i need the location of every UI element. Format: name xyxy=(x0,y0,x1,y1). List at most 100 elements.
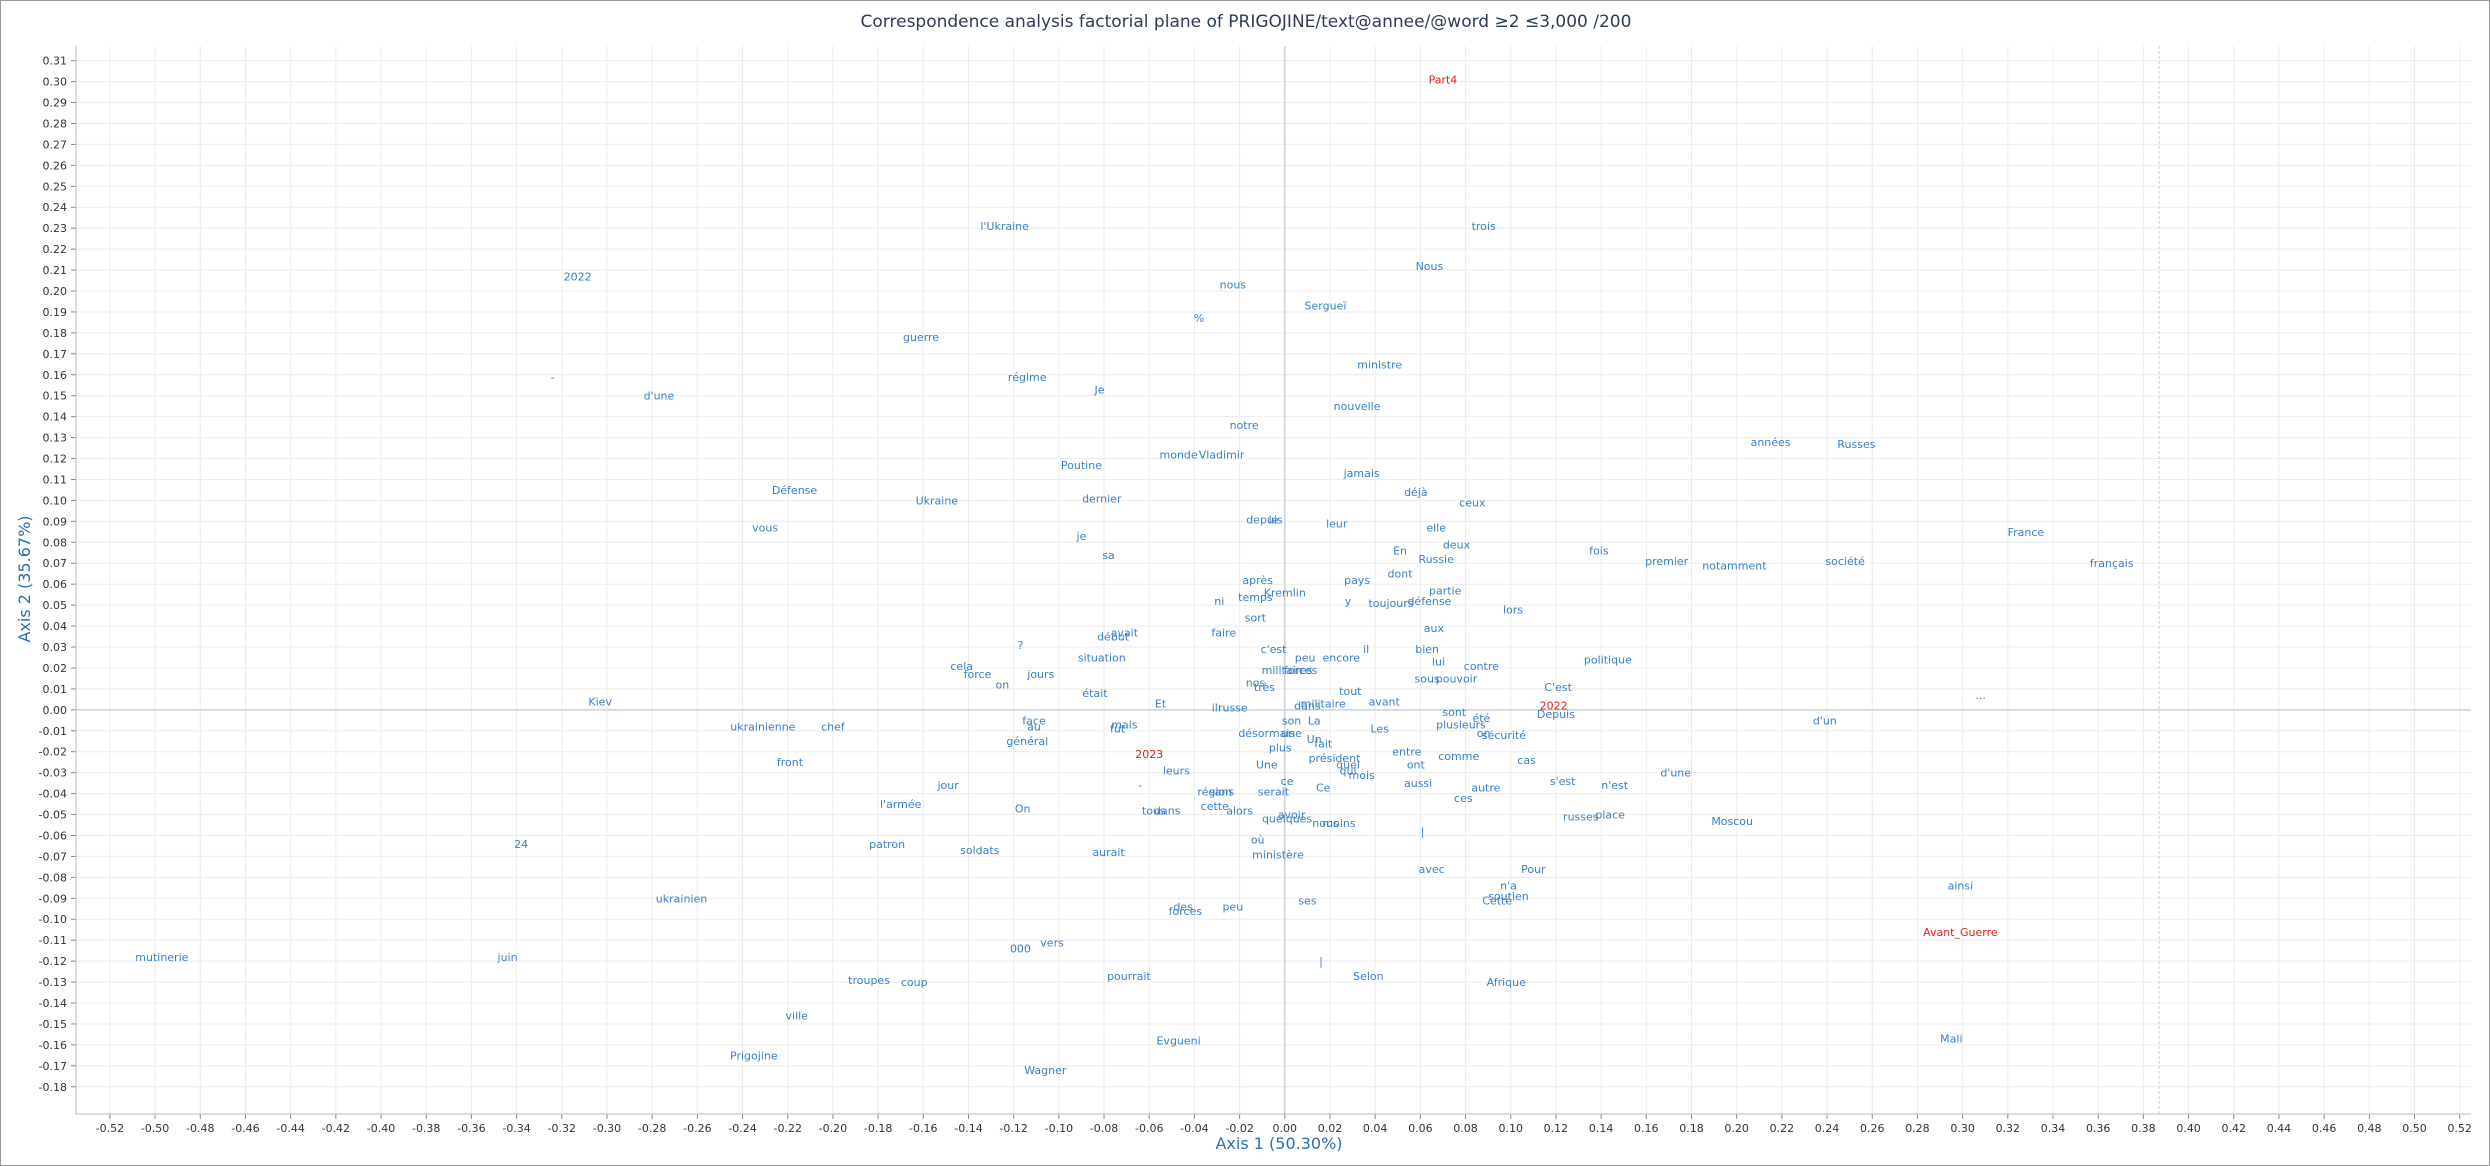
word-point-label: Afrique xyxy=(1487,976,1527,989)
word-point-label: Poutine xyxy=(1061,459,1102,472)
word-point-label: sa xyxy=(1102,549,1114,562)
word-point-label: serait xyxy=(1258,786,1290,799)
y-tick-label: 0.04 xyxy=(43,620,68,633)
word-point-label: pays xyxy=(1344,574,1370,587)
word-point-label: moins xyxy=(1322,817,1355,830)
y-tick-label: -0.01 xyxy=(39,725,67,738)
word-point-label: Kremlin xyxy=(1264,587,1306,600)
word-point-label: Ce xyxy=(1316,781,1331,794)
word-point-label: trois xyxy=(1472,220,1496,233)
word-point-label: ni xyxy=(1214,595,1224,608)
part-labels: Part4 2022 2023 Avant_Guerre xyxy=(1135,74,1998,939)
word-point-label: Vladimir xyxy=(1199,448,1245,461)
word-point-label: lui xyxy=(1432,656,1445,669)
y-tick-label: 0.08 xyxy=(43,536,68,549)
word-point-label: Kiev xyxy=(588,695,612,708)
word-point-label: 24 xyxy=(514,838,528,851)
word-point-label: troupes xyxy=(848,974,890,987)
word-point-label: comme xyxy=(1438,750,1479,763)
x-tick-label: -0.08 xyxy=(1090,1122,1118,1135)
word-point-label: d'un xyxy=(1813,714,1837,727)
y-tick-label: 0.10 xyxy=(43,494,68,507)
word-point-label: premier xyxy=(1645,555,1689,568)
x-tick-label: -0.14 xyxy=(954,1122,982,1135)
word-point-label: bien xyxy=(1415,643,1439,656)
word-point-label: dans xyxy=(1294,700,1321,713)
word-point-label: tous xyxy=(1142,804,1166,817)
y-tick-label: 0.02 xyxy=(43,662,68,675)
y-tick-label: 0.06 xyxy=(43,578,68,591)
x-tick-label: 0.44 xyxy=(2267,1122,2292,1135)
word-point-label: français xyxy=(2090,557,2134,570)
x-tick-label: 0.28 xyxy=(1905,1122,1930,1135)
word-point-label: forces xyxy=(1284,664,1318,677)
y-tick-label: 0.19 xyxy=(43,306,68,319)
x-tick-label: 0.20 xyxy=(1724,1122,1749,1135)
word-point-label: société xyxy=(1825,555,1865,568)
x-tick-label: -0.24 xyxy=(728,1122,756,1135)
word-point-label: Russes xyxy=(1837,438,1875,451)
x-tick-label: -0.18 xyxy=(864,1122,892,1135)
word-point-label: front xyxy=(777,756,804,769)
y-tick-label: 0.11 xyxy=(43,473,68,486)
word-point-label: ainsi xyxy=(1948,880,1974,893)
x-tick-label: -0.52 xyxy=(96,1122,124,1135)
word-point-label: général xyxy=(1006,735,1048,748)
x-axis-title: Axis 1 (50.30%) xyxy=(1215,1134,1342,1153)
x-tick-label: 0.30 xyxy=(1950,1122,1975,1135)
word-point-label: Wagner xyxy=(1024,1064,1067,1077)
x-tick-label: 0.16 xyxy=(1634,1122,1659,1135)
word-point-label: entre xyxy=(1392,746,1421,759)
x-tick-label: -0.50 xyxy=(141,1122,169,1135)
word-point-label: été xyxy=(1472,712,1490,725)
word-point-label: sécurité xyxy=(1482,729,1526,742)
word-point-label: ces xyxy=(1454,792,1473,805)
word-point-label: région xyxy=(1197,786,1232,799)
word-point-label: Je xyxy=(1094,383,1105,396)
word-point-label: contre xyxy=(1464,660,1499,673)
word-point-label: au xyxy=(1027,721,1041,734)
word-point-label: quelques xyxy=(1262,813,1312,826)
y-tick-label: -0.08 xyxy=(39,871,67,884)
word-point-label: situation xyxy=(1078,651,1126,664)
word-point-label: 000 xyxy=(1010,943,1031,956)
word-point-label: mais xyxy=(1111,718,1138,731)
y-axis-title: Axis 2 (35.67%) xyxy=(15,515,34,642)
word-point-label: nous xyxy=(1220,279,1247,292)
word-point-label: dernier xyxy=(1082,492,1122,505)
y-tick-label: -0.14 xyxy=(39,997,67,1010)
word-point-label: nouvelle xyxy=(1334,400,1381,413)
word-point-label: militaires xyxy=(1262,664,1313,677)
word-point-label: encore xyxy=(1322,651,1360,664)
word-point-label: où xyxy=(1251,834,1265,847)
x-tick-label: 0.06 xyxy=(1408,1122,1433,1135)
word-point-label: début xyxy=(1097,631,1130,644)
x-tick-label: -0.28 xyxy=(638,1122,666,1135)
word-point-label: % xyxy=(1194,312,1204,325)
word-point-label: plus xyxy=(1269,742,1292,755)
x-tick-label: -0.26 xyxy=(683,1122,711,1135)
x-tick-label: 0.04 xyxy=(1363,1122,1388,1135)
word-point-label: nous xyxy=(1312,817,1339,830)
word-point-label: autre xyxy=(1471,781,1500,794)
word-point-label: - xyxy=(551,371,555,384)
x-tick-label: -0.48 xyxy=(186,1122,214,1135)
y-tick-label: 0.17 xyxy=(43,348,68,361)
y-tick-label: 0.30 xyxy=(43,76,68,89)
word-point-label: Et xyxy=(1155,698,1167,711)
word-point-label: elle xyxy=(1426,522,1446,535)
word-point-label: sort xyxy=(1245,612,1267,625)
x-tick-label: 0.26 xyxy=(1860,1122,1885,1135)
word-point-label: sans xyxy=(1209,786,1234,799)
word-point-label: n'est xyxy=(1601,779,1628,792)
word-point-label: peu xyxy=(1295,651,1316,664)
word-point-label: quel xyxy=(1336,758,1360,771)
y-tick-label: 0.27 xyxy=(43,138,68,151)
word-point-label: faire xyxy=(1211,626,1236,639)
word-point-label: Moscou xyxy=(1711,815,1753,828)
x-tick-label: -0.44 xyxy=(276,1122,304,1135)
word-point-label: on xyxy=(996,679,1010,692)
word-point-label: place xyxy=(1595,809,1625,822)
word-point-label: ... xyxy=(1975,689,1986,702)
